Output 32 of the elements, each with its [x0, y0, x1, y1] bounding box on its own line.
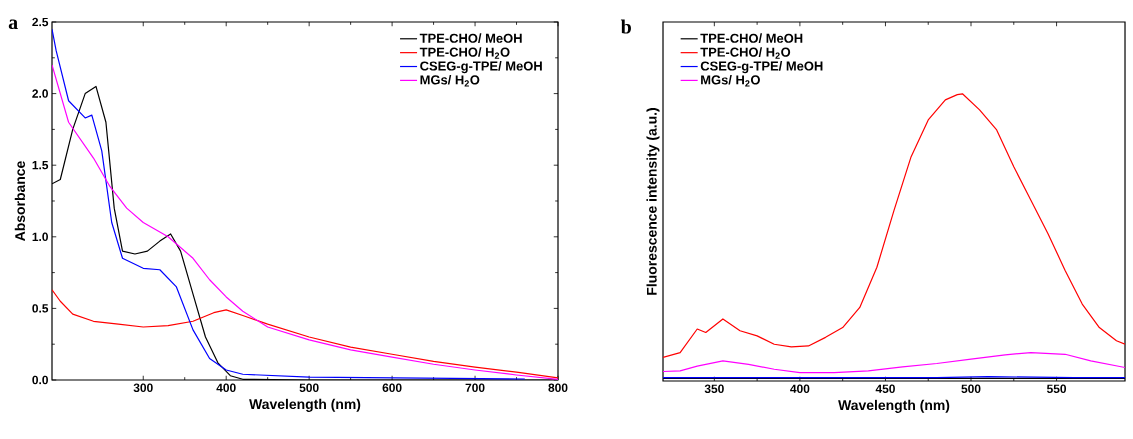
y-tick-label: 2.0 [32, 89, 48, 98]
x-tick-label: 350 [704, 384, 724, 394]
x-tick-label: 550 [1046, 384, 1067, 393]
legend-label: MGs/ H$_{2}$O [701, 74, 760, 87]
legend-label: CSEG-g-TPE/ MeOH [420, 61, 542, 74]
y-axis-title: Absorbance [14, 161, 26, 241]
y-tick-label: 2.5 [32, 17, 49, 27]
x-tick-label: 600 [382, 383, 402, 392]
y-axis-title: Fluorescence intensity (a.u.) [646, 108, 660, 295]
y-tick-label: 0.0 [32, 375, 48, 385]
legend-label: TPE-CHO/ H$_{2}$O [419, 47, 510, 59]
x-tick-label: 400 [216, 383, 236, 392]
legend-label: MGs/ H$_{2}$O [420, 74, 480, 87]
legend-label: TPE-CHO/ MeOH [700, 33, 803, 44]
x-tick-label: 700 [465, 383, 485, 392]
chart-title: a [8, 19, 18, 30]
legend-label: TPE-CHO/ H$_{2}$O [700, 47, 791, 59]
x-tick-label: 450 [875, 384, 895, 393]
y-tick-label: 0.5 [32, 304, 49, 313]
x-tick-label: 500 [299, 383, 319, 392]
x-axis-title: Wavelength (nm) [249, 398, 361, 412]
x-tick-label: 800 [548, 383, 568, 392]
chart-title: b [620, 19, 631, 34]
legend-label: CSEG-g-TPE/ MeOH [700, 61, 823, 74]
y-tick-label: 1.0 [32, 232, 48, 242]
y-tick-label: 1.5 [32, 161, 49, 170]
line-series [52, 289, 558, 379]
x-axis-title: Wavelength (nm) [838, 399, 950, 413]
x-tick-label: 300 [133, 383, 153, 393]
x-tick-label: 500 [961, 384, 981, 393]
x-tick-label: 400 [790, 384, 810, 393]
legend-label: TPE-CHO/ MeOH [419, 33, 522, 43]
